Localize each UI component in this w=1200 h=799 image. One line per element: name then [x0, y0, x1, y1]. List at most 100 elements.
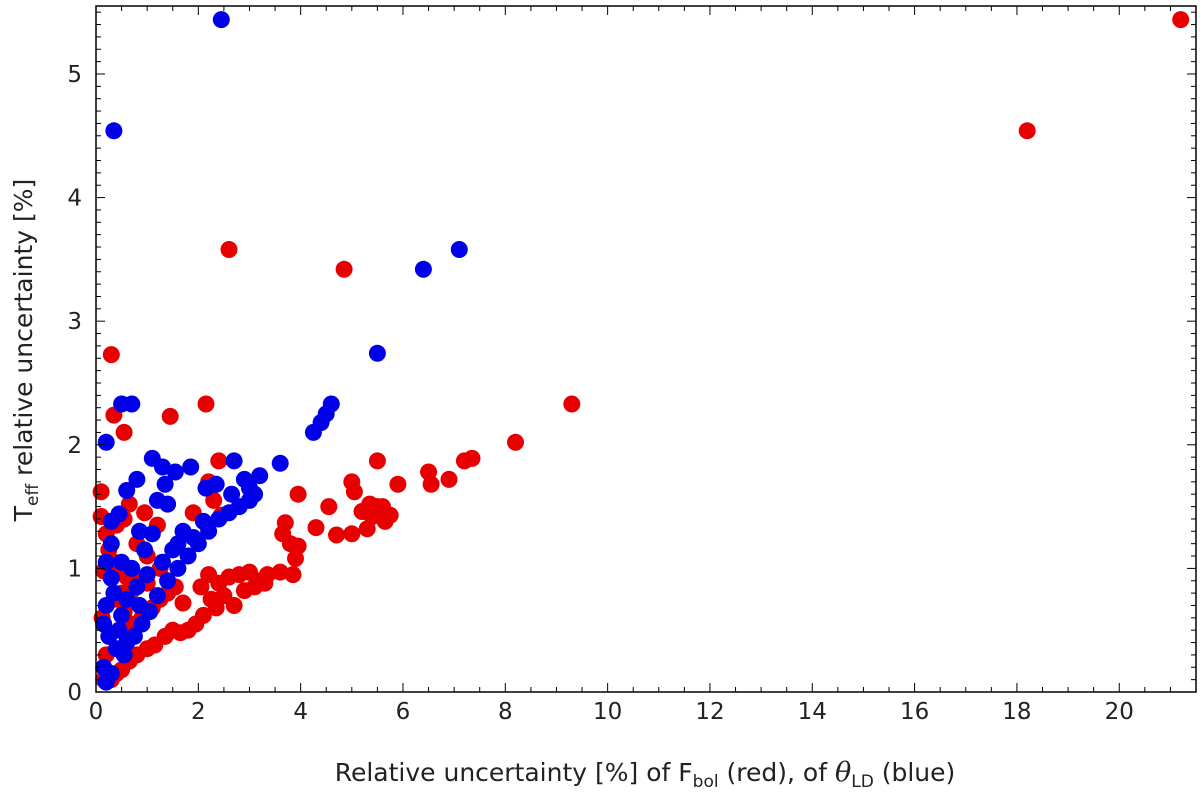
point-thetaLD-74	[131, 597, 148, 614]
point-Fbol-16	[440, 470, 458, 488]
point-Fbol-7	[161, 407, 179, 425]
point-Fbol-19	[345, 483, 363, 501]
point-thetaLD-36	[136, 541, 154, 559]
y-tick-label-1: 1	[67, 556, 82, 582]
point-thetaLD-60	[246, 485, 264, 503]
point-thetaLD-3	[414, 260, 432, 278]
point-thetaLD-15	[182, 458, 200, 476]
x-tick-label-16: 16	[900, 699, 929, 725]
point-Fbol-9	[115, 423, 133, 441]
point-Fbol-42	[287, 550, 304, 567]
point-thetaLD-14	[166, 463, 184, 481]
point-Fbol-1	[1018, 122, 1036, 140]
point-Fbol-51	[235, 582, 253, 600]
point-Fbol-13	[368, 452, 386, 470]
y-tick-label-2: 2	[67, 433, 82, 459]
point-Fbol-26	[381, 506, 399, 524]
point-Fbol-59	[207, 599, 225, 617]
x-tick-label-10: 10	[593, 699, 622, 725]
point-Fbol-27	[358, 520, 376, 538]
point-thetaLD-23	[251, 467, 269, 485]
point-thetaLD-69	[194, 512, 212, 530]
point-Fbol-28	[343, 525, 361, 543]
point-thetaLD-18	[128, 470, 146, 488]
point-thetaLD-50	[148, 587, 166, 605]
point-Fbol-32	[289, 485, 307, 503]
point-Fbol-17	[389, 475, 407, 493]
point-thetaLD-25	[223, 485, 241, 503]
point-thetaLD-20	[156, 475, 174, 493]
point-thetaLD-44	[100, 627, 118, 645]
point-thetaLD-13	[154, 458, 171, 476]
point-Fbol-29	[328, 526, 345, 544]
point-Fbol-44	[271, 563, 289, 581]
point-thetaLD-1	[105, 122, 123, 140]
x-axis-label: Relative uncertainty [%] of Fbol (red), …	[335, 757, 956, 792]
point-Fbol-57	[192, 578, 210, 596]
point-Fbol-31	[320, 498, 338, 516]
point-thetaLD-4	[368, 344, 386, 362]
point-thetaLD-0	[212, 11, 230, 29]
point-thetaLD-38	[102, 569, 120, 587]
point-thetaLD-52	[169, 559, 187, 577]
point-thetaLD-67	[164, 541, 182, 559]
y-tick-label-4: 4	[67, 186, 82, 212]
x-tick-label-4: 4	[293, 699, 308, 725]
x-tick-label-8: 8	[498, 699, 513, 725]
point-thetaLD-72	[102, 665, 120, 682]
point-thetaLD-11	[304, 423, 322, 441]
point-thetaLD-16	[225, 452, 243, 470]
point-thetaLD-40	[97, 597, 115, 614]
point-thetaLD-19	[118, 482, 136, 499]
point-thetaLD-22	[197, 479, 215, 497]
point-thetaLD-37	[97, 553, 115, 571]
point-Fbol-30	[307, 519, 325, 537]
point-Fbol-12	[455, 452, 473, 470]
point-Fbol-3	[335, 260, 353, 278]
x-tick-label-14: 14	[798, 699, 827, 725]
x-tick-label-12: 12	[695, 699, 724, 725]
point-thetaLD-66	[154, 553, 171, 571]
point-thetaLD-32	[131, 522, 148, 540]
point-thetaLD-17	[271, 454, 289, 472]
point-thetaLD-28	[159, 495, 177, 513]
point-thetaLD-6	[123, 395, 141, 413]
point-thetaLD-42	[113, 606, 131, 624]
point-thetaLD-65	[113, 553, 131, 571]
y-tick-label-5: 5	[67, 62, 82, 88]
point-thetaLD-30	[102, 512, 120, 530]
point-thetaLD-48	[133, 615, 151, 633]
point-Fbol-2	[220, 241, 238, 258]
point-thetaLD-53	[179, 547, 197, 565]
point-thetaLD-7	[97, 433, 115, 451]
point-Fbol-5	[563, 395, 581, 413]
point-Fbol-76	[92, 483, 110, 501]
point-thetaLD-51	[159, 572, 177, 590]
point-thetaLD-63	[138, 566, 156, 584]
point-Fbol-56	[200, 566, 218, 584]
point-thetaLD-62	[128, 578, 146, 596]
y-tick-label-3: 3	[67, 309, 82, 335]
points-layer	[92, 11, 1190, 691]
point-thetaLD-61	[118, 590, 136, 608]
point-Fbol-33	[210, 452, 228, 470]
point-Fbol-102	[136, 504, 154, 522]
y-axis-label: Teff relative uncertainty [%]	[9, 179, 43, 522]
point-Fbol-95	[174, 594, 192, 612]
x-tick-label-0: 0	[89, 699, 104, 725]
point-Fbol-4	[102, 346, 120, 364]
point-Fbol-43	[284, 566, 302, 584]
x-tick-label-6: 6	[396, 699, 411, 725]
x-tick-label-20: 20	[1105, 699, 1134, 725]
x-tick-label-2: 2	[191, 699, 206, 725]
point-thetaLD-73	[118, 634, 136, 652]
point-Fbol-15	[422, 475, 440, 493]
point-Fbol-40	[274, 525, 292, 543]
y-tick-label-0: 0	[67, 680, 82, 706]
point-thetaLD-31	[102, 535, 120, 553]
point-thetaLD-2	[450, 241, 468, 258]
point-Fbol-10	[507, 433, 524, 451]
point-thetaLD-33	[143, 525, 161, 543]
x-tick-label-18: 18	[1002, 699, 1031, 725]
